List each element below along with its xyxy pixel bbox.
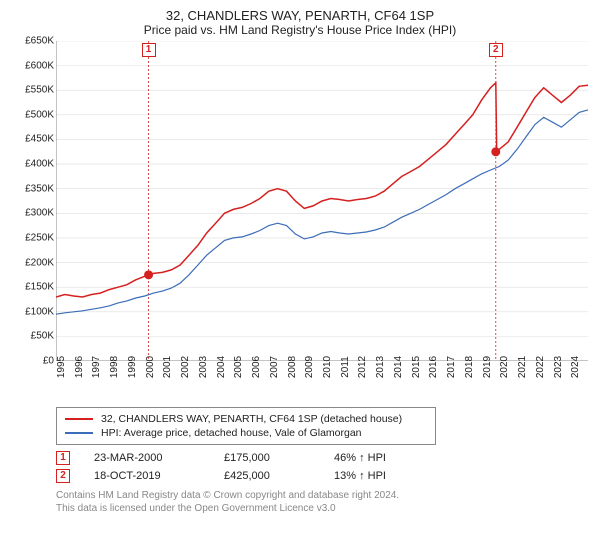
y-tick-label: £450K: [25, 134, 54, 145]
sale-row: 1 23-MAR-2000£175,00046% ↑ HPI: [56, 449, 588, 467]
sale-number-badge: 1: [56, 451, 70, 465]
x-tick-label: 2007: [269, 356, 280, 378]
x-tick-label: 2002: [180, 356, 191, 378]
chart-title: 32, CHANDLERS WAY, PENARTH, CF64 1SP: [12, 8, 588, 23]
footer-line-2: This data is licensed under the Open Gov…: [56, 502, 588, 515]
sale-date: 23-MAR-2000: [94, 452, 224, 464]
sale-marker-badge: 2: [489, 43, 503, 57]
legend-label: 32, CHANDLERS WAY, PENARTH, CF64 1SP (de…: [101, 413, 402, 425]
sale-price: £425,000: [224, 470, 334, 482]
y-tick-label: £0: [43, 356, 54, 367]
x-tick-label: 2001: [162, 356, 173, 378]
x-tick-label: 2006: [251, 356, 262, 378]
y-tick-label: £550K: [25, 85, 54, 96]
x-tick-label: 1997: [91, 356, 102, 378]
sale-diff: 13% ↑ HPI: [334, 470, 454, 482]
x-tick-label: 2015: [411, 356, 422, 378]
sale-marker-badge: 1: [142, 43, 156, 57]
x-tick-label: 1998: [109, 356, 120, 378]
x-tick-label: 2017: [446, 356, 457, 378]
chart-subtitle: Price paid vs. HM Land Registry's House …: [12, 23, 588, 37]
x-tick-label: 2021: [517, 356, 528, 378]
x-tick-label: 2005: [233, 356, 244, 378]
x-tick-label: 2019: [482, 356, 493, 378]
y-tick-label: £500K: [25, 109, 54, 120]
x-tick-label: 2004: [216, 356, 227, 378]
chart-container: 32, CHANDLERS WAY, PENARTH, CF64 1SP Pri…: [0, 0, 600, 560]
x-tick-label: 2013: [375, 356, 386, 378]
plot-svg: [56, 41, 588, 361]
x-tick-label: 2011: [340, 356, 351, 378]
y-tick-label: £200K: [25, 257, 54, 268]
sale-row: 2 18-OCT-2019£425,00013% ↑ HPI: [56, 467, 588, 485]
y-tick-label: £100K: [25, 306, 54, 317]
chart-area: £0 £50K £100K £150K £200K £250K £300K £350K £400…: [12, 41, 588, 401]
y-tick-label: £400K: [25, 159, 54, 170]
x-tick-label: 1999: [127, 356, 138, 378]
x-tick-label: 2023: [553, 356, 564, 378]
y-axis: £0£50K£100K£150K£200K£250K£300K£350K£400…: [12, 41, 56, 361]
x-tick-label: 2014: [393, 356, 404, 378]
legend-item: HPI: Average price, detached house, Vale…: [65, 426, 427, 440]
y-tick-label: £150K: [25, 282, 54, 293]
x-tick-label: 2003: [198, 356, 209, 378]
y-tick-label: £650K: [25, 36, 54, 47]
sale-price: £175,000: [224, 452, 334, 464]
sale-date: 18-OCT-2019: [94, 470, 224, 482]
y-tick-label: £350K: [25, 183, 54, 194]
x-tick-label: 2010: [322, 356, 333, 378]
x-tick-label: 2012: [357, 356, 368, 378]
x-tick-label: 1996: [74, 356, 85, 378]
legend-item: 32, CHANDLERS WAY, PENARTH, CF64 1SP (de…: [65, 412, 427, 426]
sales-list: 1 23-MAR-2000£175,00046% ↑ HPI 2 18-OCT-201…: [56, 449, 588, 485]
x-tick-label: 2016: [428, 356, 439, 378]
x-tick-label: 2018: [464, 356, 475, 378]
x-axis: 1995199619971998199920002001200220032004…: [56, 361, 588, 401]
x-tick-label: 1995: [56, 356, 67, 378]
footer-attribution: Contains HM Land Registry data © Crown c…: [56, 489, 588, 515]
legend-swatch: [65, 418, 93, 420]
y-tick-label: £50K: [31, 331, 54, 342]
legend-box: 32, CHANDLERS WAY, PENARTH, CF64 1SP (de…: [56, 407, 436, 445]
sale-number-badge: 2: [56, 469, 70, 483]
sale-diff: 46% ↑ HPI: [334, 452, 454, 464]
y-tick-label: £250K: [25, 232, 54, 243]
x-tick-label: 2020: [499, 356, 510, 378]
x-tick-label: 2009: [304, 356, 315, 378]
x-tick-label: 2024: [570, 356, 581, 378]
plot-area: 12: [56, 41, 588, 361]
y-tick-label: £600K: [25, 60, 54, 71]
x-tick-label: 2000: [145, 356, 156, 378]
legend-label: HPI: Average price, detached house, Vale…: [101, 427, 362, 439]
x-tick-label: 2022: [535, 356, 546, 378]
y-tick-label: £300K: [25, 208, 54, 219]
legend-swatch: [65, 432, 93, 434]
footer-line-1: Contains HM Land Registry data © Crown c…: [56, 489, 588, 502]
x-tick-label: 2008: [287, 356, 298, 378]
